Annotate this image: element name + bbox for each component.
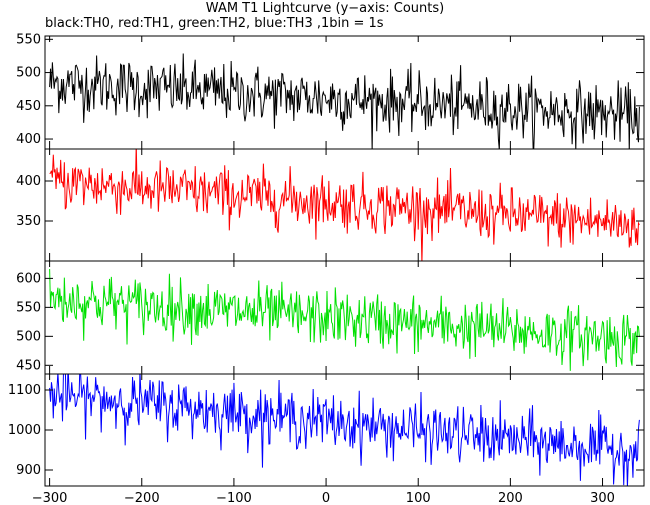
x-tick-label: −100 [216,491,252,505]
y-tick-label: 600 [16,271,41,286]
y-tick-label: 900 [16,463,41,478]
y-tick-label: 350 [16,214,41,229]
chart-subtitle: black:TH0, red:TH1, green:TH2, blue:TH3 … [45,16,384,31]
x-tick-label: 300 [590,491,615,505]
panel-th1: 350 400 [16,148,645,262]
y-tick-label: 550 [16,32,41,47]
x-tick-label: 200 [498,491,523,505]
panel-th3: 900 1000 1100 [8,373,645,487]
y-tick-label: 1000 [8,423,41,438]
y-tick-label: 500 [16,66,41,81]
panel-frame [44,35,645,150]
y-tick-label: 450 [16,358,41,373]
y-tick-label: 1100 [8,383,41,398]
series-line-th0 [49,53,640,149]
y-tick-label: 400 [16,174,41,189]
x-axis: −300 −200 −100 0 100 200 300 [32,491,615,505]
x-tick-label: 100 [406,491,431,505]
x-tick-label: −200 [124,491,160,505]
panels: 400 450 500 550 350 400 450 500 550 600 900 1000 110… [8,32,645,487]
series-line-th1 [49,149,640,261]
chart-title: WAM T1 Lightcurve (y−axis: Counts) [205,1,445,16]
x-tick-label: 0 [322,491,330,505]
x-tick-label: −300 [32,491,68,505]
series-line-th2 [49,268,640,371]
panel-th0: 400 450 500 550 [16,32,645,150]
panel-th2: 450 500 550 600 [16,260,645,375]
y-tick-label: 450 [16,99,41,114]
y-tick-label: 400 [16,132,41,147]
series-line-th3 [49,374,640,486]
y-tick-label: 550 [16,300,41,315]
y-tick-label: 500 [16,329,41,344]
